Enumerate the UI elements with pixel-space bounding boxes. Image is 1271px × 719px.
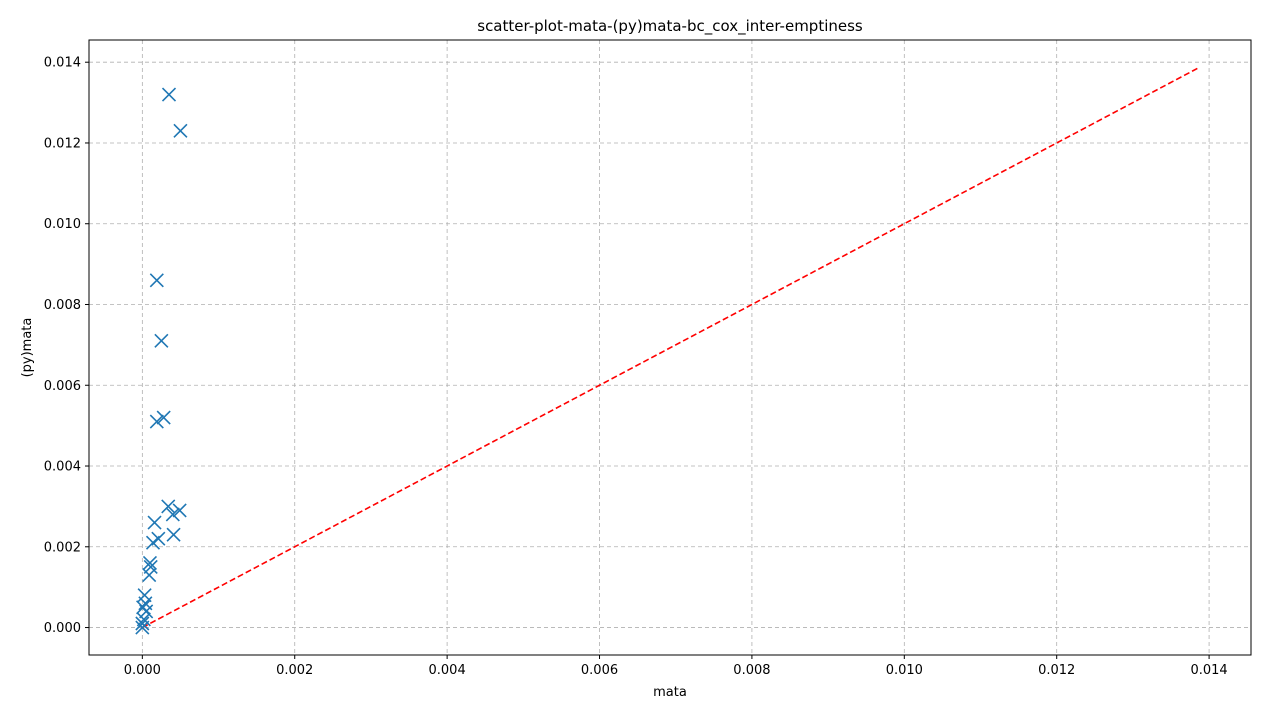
plot-area-frame bbox=[88, 39, 1252, 656]
scatter-point bbox=[135, 620, 150, 635]
scatter-point bbox=[149, 414, 164, 429]
y-tick-label: 0.010 bbox=[44, 217, 81, 232]
x-tick-label: 0.014 bbox=[1190, 663, 1227, 678]
reference-line-layer bbox=[141, 67, 1199, 629]
scatter-point bbox=[149, 273, 164, 288]
scatter-point bbox=[165, 507, 180, 522]
x-tick-label: 0.004 bbox=[429, 663, 466, 678]
grid bbox=[89, 40, 1251, 655]
x-axis-title: mata bbox=[653, 685, 687, 700]
x-tick-label: 0.000 bbox=[124, 663, 161, 678]
y-tick-label: 0.014 bbox=[44, 56, 81, 71]
y-tick-label: 0.008 bbox=[44, 298, 81, 313]
y-tick-label: 0.006 bbox=[44, 379, 81, 394]
x-axis-ticks: 0.000 0.002 0.004 0.006 0.008 0.010 0.012 0.014 bbox=[124, 655, 1228, 678]
y-tick-label: 0.012 bbox=[44, 136, 81, 151]
y-tick-label: 0.002 bbox=[44, 540, 81, 555]
x-tick-label: 0.002 bbox=[276, 663, 313, 678]
scatter-point bbox=[147, 515, 162, 530]
scatter-point bbox=[173, 123, 188, 138]
y-tick-label: 0.004 bbox=[44, 460, 81, 475]
scatter-point bbox=[156, 410, 171, 425]
scatter-point bbox=[142, 567, 157, 583]
chart-title: scatter-plot-mata-(py)mata-bc_cox_inter-… bbox=[477, 17, 863, 36]
y-axis-ticks: 0.000 0.002 0.004 0.006 0.008 0.010 0.012 0.014 bbox=[44, 56, 89, 636]
scatter-point bbox=[135, 616, 150, 631]
x-tick-label: 0.008 bbox=[733, 663, 770, 678]
reference-line bbox=[141, 67, 1199, 629]
x-tick-label: 0.010 bbox=[886, 663, 923, 678]
scatter-point bbox=[172, 503, 187, 518]
scatter-point bbox=[142, 555, 158, 570]
scatter-point bbox=[154, 333, 169, 348]
scatter-point bbox=[161, 499, 176, 514]
y-axis-title: (py)mata bbox=[20, 318, 35, 378]
y-tick-label: 0.000 bbox=[44, 621, 81, 636]
scatter-point bbox=[161, 87, 177, 102]
x-tick-label: 0.012 bbox=[1038, 663, 1075, 678]
scatter-point bbox=[166, 527, 181, 542]
scatter-point bbox=[145, 535, 161, 550]
scatter-point bbox=[139, 604, 154, 619]
x-tick-label: 0.006 bbox=[581, 663, 618, 678]
data-points bbox=[135, 87, 188, 635]
